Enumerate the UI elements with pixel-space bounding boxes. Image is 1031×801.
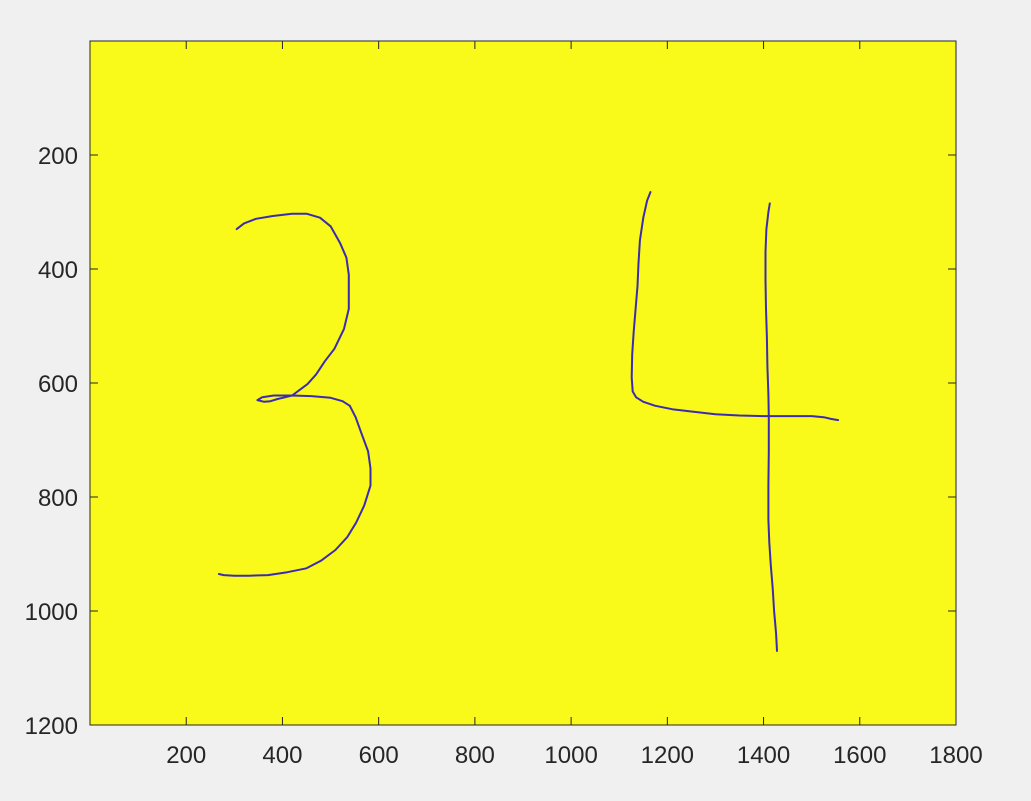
digit-4-vertical-stroke (764, 202, 778, 652)
digit-4-left-stroke (630, 191, 840, 422)
y-tick-label: 1000 (25, 599, 78, 626)
digit-3-upper-arc (235, 212, 351, 407)
y-tick-label: 800 (38, 485, 78, 512)
y-axis: 200 400 600 800 1000 1200 (25, 143, 956, 740)
y-tick-label: 200 (38, 143, 78, 170)
plot-area (90, 41, 956, 725)
y-tick-label: 600 (38, 371, 78, 398)
x-tick-label: 1400 (737, 742, 790, 769)
x-tick-label: 400 (262, 742, 302, 769)
y-tick-label: 1200 (25, 713, 78, 740)
x-tick-label: 1200 (641, 742, 694, 769)
x-tick-label: 1800 (929, 742, 982, 769)
x-tick-label: 1600 (833, 742, 886, 769)
digit-3-lower-arc (217, 404, 372, 577)
x-tick-label: 600 (359, 742, 399, 769)
y-tick-label: 400 (38, 257, 78, 284)
x-tick-label: 200 (166, 742, 206, 769)
handwriting-strokes (217, 191, 840, 652)
x-tick-label: 800 (455, 742, 495, 769)
x-tick-label: 1000 (544, 742, 597, 769)
x-axis: 200 400 600 800 1000 1200 1400 1600 1800 (166, 41, 983, 769)
